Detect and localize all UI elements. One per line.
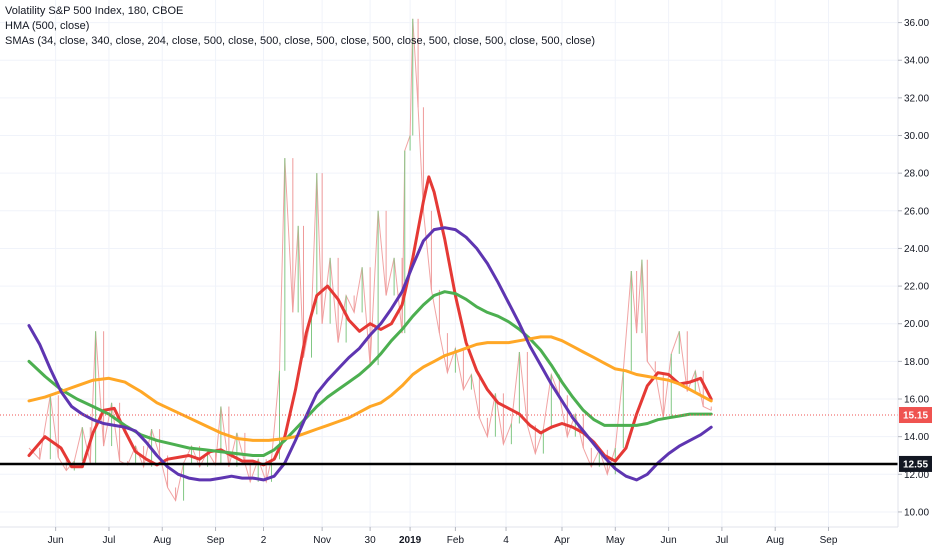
x-tick-label: Jun [48, 535, 64, 546]
x-tick-label: Jun [661, 535, 677, 546]
grid-lines [0, 0, 898, 527]
y-tick-label: 32.00 [904, 93, 929, 104]
y-tick-label: 10.00 [904, 507, 929, 518]
x-tick-label: Sep [207, 535, 225, 546]
x-tick-label: Aug [153, 535, 171, 546]
y-tick-label: 28.00 [904, 169, 929, 180]
y-tick-label: 36.00 [904, 18, 929, 29]
series-line-sma-204 [27, 335, 713, 442]
y-tick-label: 26.00 [904, 206, 929, 217]
horizontal-line-layer[interactable]: 15.15 12.55 [0, 407, 932, 472]
horizontal-line-badge [899, 455, 932, 472]
x-tick-label: Aug [766, 535, 784, 546]
y-tick-label: 14.00 [904, 432, 929, 443]
horizontal-line-label: 12.55 [903, 459, 928, 470]
y-tick-label: 16.00 [904, 395, 929, 406]
last-price-badge [899, 407, 932, 424]
series-line-hma-500 [27, 226, 713, 482]
x-tick-label: May [606, 535, 625, 546]
x-tick-label: Apr [554, 535, 570, 546]
legend-hma[interactable]: HMA (500, close) [5, 20, 90, 32]
legend-smas[interactable]: SMAs (34, close, 340, close, 204, close,… [5, 35, 596, 47]
last-price-label: 15.15 [903, 411, 928, 422]
x-tick-label: Sep [820, 535, 838, 546]
x-tick-label: Feb [447, 535, 465, 546]
y-tick-label: 18.00 [904, 357, 929, 368]
x-tick-label: Jul [716, 535, 729, 546]
price-line [28, 18, 712, 502]
y-tick-label: 22.00 [904, 282, 929, 293]
x-tick-label: Jul [103, 535, 116, 546]
indicator-lines [27, 175, 713, 482]
y-tick-label: 20.00 [904, 319, 929, 330]
chart-legend: Volatility S&P 500 Index, 180, CBOE HMA … [5, 4, 595, 49]
y-tick-label: 24.00 [904, 244, 929, 255]
y-tick-label: 34.00 [904, 56, 929, 67]
legend-symbol[interactable]: Volatility S&P 500 Index, 180, CBOE [5, 5, 184, 17]
x-tick-label: 2 [261, 535, 267, 546]
x-tick-label: 4 [503, 535, 509, 546]
x-tick-label: Nov [313, 535, 331, 546]
y-tick-label: 12.00 [904, 470, 929, 481]
x-tick-label: 2019 [399, 535, 422, 546]
y-tick-label: 30.00 [904, 131, 929, 142]
x-tick-label: 30 [365, 535, 377, 546]
series-line-sma-340 [27, 290, 713, 457]
